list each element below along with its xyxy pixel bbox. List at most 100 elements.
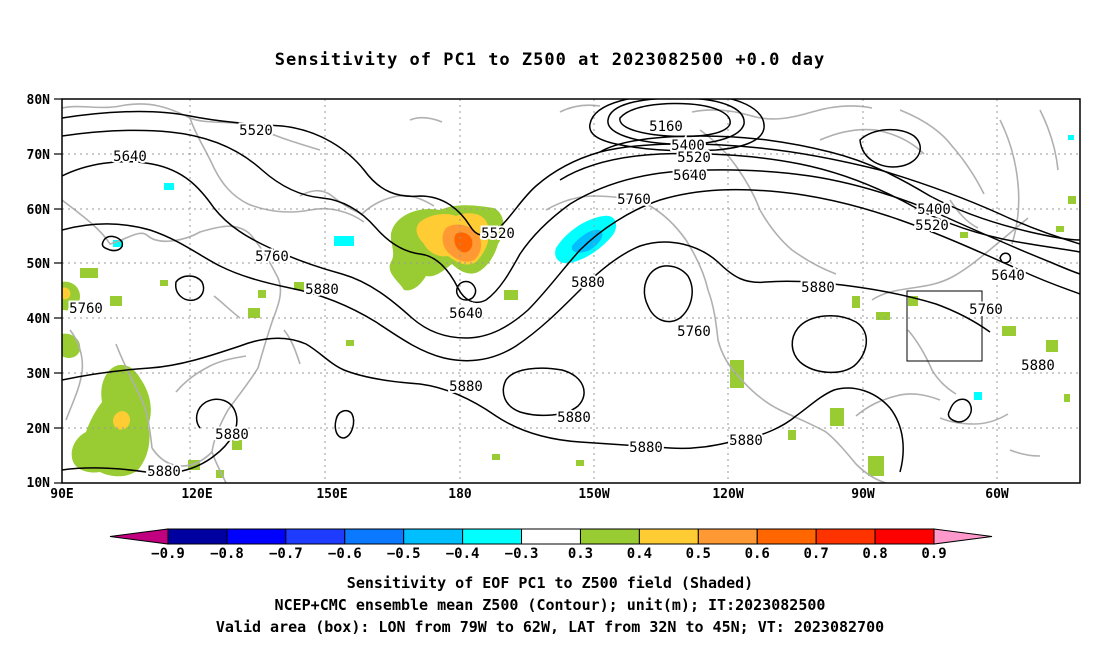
contour-5880a: [62, 223, 991, 362]
shade-red-dateline: [454, 232, 473, 253]
contour-5760-small: [175, 275, 205, 302]
contour-5880c: [62, 398, 238, 474]
colorbar-box: [285, 528, 346, 545]
lon-label: 120E: [181, 487, 212, 502]
shade-green-asia: [71, 364, 151, 477]
contour-label: 5760: [69, 301, 103, 317]
contour-5640-loop2: [999, 252, 1012, 264]
contour-5880-closed2: [791, 315, 867, 374]
caption-line-valid-area: Valid area (box): LON from 79W to 62W, L…: [215, 618, 885, 636]
colorbar-box: [815, 528, 876, 545]
colorbar-right-triangle: [933, 528, 993, 545]
contour-5160: [619, 102, 731, 138]
contour-label: 5880: [305, 282, 339, 298]
contour-5400c: [599, 135, 1080, 241]
colorbar-label: 0.3: [568, 546, 593, 562]
shade-cyan-speck: [164, 183, 174, 190]
colorbar-label: −0.6: [328, 546, 362, 562]
contour-label: 5640: [113, 149, 147, 165]
lat-label: 70N: [27, 148, 51, 163]
shade-yellow-asia: [113, 411, 130, 430]
contour-label: 5880: [629, 440, 663, 456]
lat-label: 40N: [27, 312, 51, 327]
colorbar-label: 0.6: [745, 546, 770, 562]
lat-label: 10N: [27, 476, 51, 491]
contour-label: 5880: [557, 410, 591, 426]
contour-label: 5520: [481, 226, 515, 242]
plot-frame: [61, 98, 1081, 484]
colorbar-box: [226, 528, 287, 545]
lon-label: 150E: [316, 487, 347, 502]
colorbar-box: [344, 528, 405, 545]
sensitivity-shading: [62, 135, 1076, 478]
longitude-labels: 90E 120E 150E 180 150W 120W 90W 60W: [50, 487, 1009, 502]
contour-label: 5760: [969, 302, 1003, 318]
colorbar-box: [521, 528, 581, 545]
contour-5640-west: [101, 235, 124, 252]
contour-label: 5400: [671, 138, 705, 154]
contour-label: 5880: [1021, 358, 1055, 374]
contour-label: 5640: [673, 168, 707, 184]
contour-5880b: [62, 337, 904, 473]
colorbar-label: 0.4: [627, 546, 652, 562]
colorbar-box: [697, 528, 758, 545]
colorbar-left-triangle: [109, 528, 169, 545]
colorbar-box: [403, 528, 464, 545]
lat-label: 30N: [27, 367, 51, 382]
shade-orange-west: [62, 287, 71, 300]
lat-label: 50N: [27, 257, 51, 272]
colorbar-label: 0.9: [921, 546, 946, 562]
scattered-green-patches: [80, 196, 1076, 478]
contour-labels: 5520 5640 5760 5880 5160 5400 5520 5640 …: [67, 117, 1057, 482]
colorbar-box: [874, 528, 935, 545]
contour-5520b: [559, 152, 1080, 253]
contour-label: 5400: [917, 202, 951, 218]
colorbar-label: −0.5: [387, 546, 421, 562]
contour-5760-closed: [643, 265, 693, 323]
shade-cyan-speck: [334, 236, 354, 246]
contour-5760a: [62, 160, 1080, 339]
shade-green-west2: [62, 333, 81, 358]
contour-label: 5760: [617, 192, 651, 208]
shade-cyan-speck: [1068, 135, 1074, 140]
z500-contours: [62, 99, 1080, 474]
lat-ticks: [54, 98, 62, 484]
lat-label: 60N: [27, 203, 51, 218]
colorbar-label: 0.7: [804, 546, 829, 562]
caption-line-shaded: Sensitivity of EOF PC1 to Z500 field (Sh…: [346, 574, 754, 592]
contour-5880-closed1: [502, 367, 585, 417]
colorbar-label: −0.8: [210, 546, 244, 562]
valid-area-box: [906, 290, 983, 362]
colorbar-box: [167, 528, 228, 545]
contour-label: 5640: [449, 306, 483, 322]
contour-5640a: [62, 129, 1080, 304]
shade-cyan-speck: [113, 240, 123, 247]
lon-label: 180: [448, 487, 472, 502]
lat-lon-grid: [62, 99, 1080, 483]
contour-5640-small: [455, 280, 477, 301]
colorbar-box: [579, 528, 640, 545]
latitude-labels: 80N 70N 60N 50N 40N 30N 20N 10N: [27, 93, 51, 491]
colorbar-box: [638, 528, 699, 545]
colorbar-box: [756, 528, 817, 545]
contour-label: 5760: [255, 249, 289, 265]
shade-blue-alaska: [571, 229, 603, 253]
contour-label: 5880: [571, 275, 605, 291]
shade-cyan-speck: [974, 392, 982, 400]
caption-block: Sensitivity of EOF PC1 to Z500 field (Sh…: [0, 572, 1100, 638]
colorbar-box: [462, 528, 523, 545]
contour-label: 5880: [215, 427, 249, 443]
lon-label: 150W: [578, 487, 609, 502]
contour-label: 5520: [677, 150, 711, 166]
colorbar-label: 0.8: [862, 546, 887, 562]
contour-5640-loop: [859, 128, 921, 168]
contour-label: 5640: [991, 268, 1025, 284]
contour-label: 5880: [449, 379, 483, 395]
contour-label: 5760: [677, 324, 711, 340]
lat-label: 80N: [27, 93, 51, 108]
colorbar: −0.9 −0.8 −0.7 −0.6 −0.5 −0.4 −0.3 0.3 0.4 0.5 0.6…: [109, 528, 993, 562]
lat-label: 20N: [27, 422, 51, 437]
colorbar-label: −0.7: [269, 546, 303, 562]
lon-label: 90W: [851, 487, 875, 502]
